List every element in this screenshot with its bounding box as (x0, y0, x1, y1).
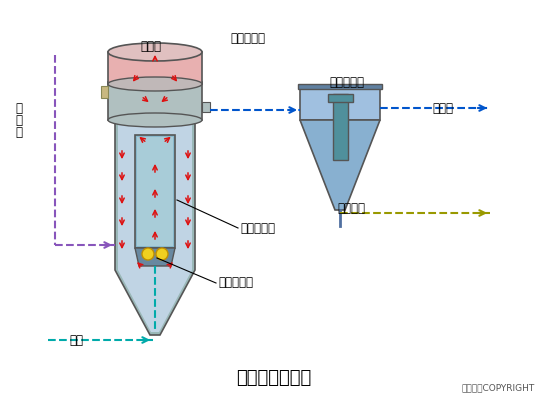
Text: 污泥排放: 污泥排放 (337, 201, 365, 215)
Ellipse shape (108, 113, 202, 127)
Bar (137, 137, 173, 246)
Text: 气流动力流化床: 气流动力流化床 (236, 369, 312, 387)
Ellipse shape (108, 43, 202, 61)
Text: 处理水: 处理水 (432, 101, 453, 115)
Text: 载体分离区: 载体分离区 (231, 33, 265, 45)
Ellipse shape (108, 77, 202, 91)
Text: 空气: 空气 (69, 334, 83, 347)
Bar (135, 135, 175, 248)
Text: 水: 水 (15, 125, 22, 139)
Text: 输送混合管: 输送混合管 (218, 277, 253, 289)
Text: 原: 原 (15, 101, 22, 115)
Text: 污: 污 (15, 113, 22, 127)
Bar (298, 84, 382, 89)
Ellipse shape (156, 248, 168, 260)
Bar (101, 86, 108, 98)
Text: 硫化床: 硫化床 (140, 41, 162, 53)
Polygon shape (115, 65, 195, 335)
Polygon shape (300, 120, 380, 210)
Bar (108, 52, 202, 84)
Bar (202, 102, 210, 112)
Bar (108, 82, 202, 120)
Text: 载体下降区: 载体下降区 (240, 222, 275, 234)
Text: 二次沉淀齿: 二次沉淀齿 (329, 76, 364, 88)
Bar (333, 94, 348, 160)
Polygon shape (118, 68, 192, 332)
Ellipse shape (142, 248, 154, 260)
Bar (328, 94, 353, 102)
Polygon shape (135, 248, 175, 266)
Bar (300, 88, 380, 120)
Text: 东方仿真COPYRIGHT: 东方仿真COPYRIGHT (462, 383, 535, 392)
